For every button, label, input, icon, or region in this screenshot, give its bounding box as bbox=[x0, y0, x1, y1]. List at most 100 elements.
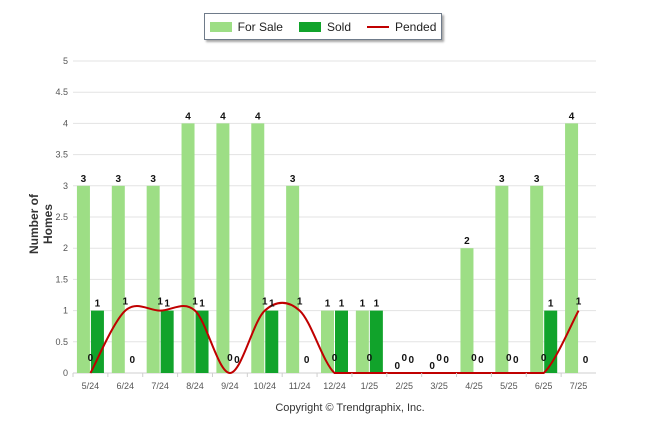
label-pended: 0 bbox=[88, 353, 94, 364]
legend-label-pended: Pended bbox=[395, 19, 437, 34]
bar-for-sale bbox=[146, 185, 160, 373]
y-axis-title: Number of Homes bbox=[27, 194, 55, 254]
label-sold: 0 bbox=[304, 355, 310, 366]
label-pended: 1 bbox=[123, 297, 129, 308]
label-sold: 1 bbox=[269, 299, 275, 310]
label-sold: 0 bbox=[443, 355, 449, 366]
legend-label-sold: Sold bbox=[326, 19, 351, 34]
legend-label-for-sale: For Sale bbox=[237, 19, 283, 34]
label-for-sale: 4 bbox=[569, 111, 575, 122]
bar-for-sale bbox=[76, 185, 90, 373]
label-sold: 1 bbox=[339, 299, 345, 310]
label-for-sale: 3 bbox=[116, 174, 122, 185]
legend: For Sale Sold Pended bbox=[204, 13, 442, 40]
bar-for-sale bbox=[216, 123, 230, 374]
bar-for-sale bbox=[286, 185, 300, 373]
bar-for-sale bbox=[251, 123, 265, 374]
label-for-sale: 1 bbox=[360, 299, 366, 310]
legend-item-pended[interactable]: Pended bbox=[367, 20, 436, 34]
label-pended: 0 bbox=[436, 353, 442, 364]
x-tick-label: 4/25 bbox=[465, 381, 483, 391]
x-tick-label: 7/25 bbox=[570, 381, 588, 391]
legend-item-for-sale[interactable]: For Sale bbox=[209, 19, 283, 34]
label-sold: 0 bbox=[478, 355, 484, 366]
x-tick-label: 2/25 bbox=[395, 381, 413, 391]
label-pended: 1 bbox=[297, 297, 303, 308]
bar-sold bbox=[90, 310, 104, 373]
label-sold: 0 bbox=[583, 355, 589, 366]
x-tick-label: 1/25 bbox=[361, 381, 379, 391]
label-for-sale: 3 bbox=[534, 174, 540, 185]
for-sale-swatch bbox=[209, 21, 232, 32]
y-tick-label: 0.5 bbox=[55, 337, 68, 347]
label-pended: 1 bbox=[576, 297, 582, 308]
x-tick-label: 5/24 bbox=[82, 381, 100, 391]
y-axis-ticks: 0 0.5 1 1.5 2 2.5 3 3.5 4 4.5 5 bbox=[55, 56, 68, 378]
bar-sold bbox=[335, 310, 348, 373]
bar-sold bbox=[369, 310, 383, 373]
label-sold: 1 bbox=[164, 299, 170, 310]
y-tick-label: 3.5 bbox=[55, 150, 68, 160]
label-for-sale: 2 bbox=[464, 236, 470, 247]
x-tick-label: 9/24 bbox=[221, 381, 239, 391]
label-pended: 1 bbox=[192, 297, 198, 308]
label-pended: 1 bbox=[262, 297, 268, 308]
label-pended: 0 bbox=[506, 353, 512, 364]
bar-for-sale bbox=[530, 185, 544, 373]
label-pended: 0 bbox=[332, 353, 338, 364]
y-tick-label: 4.5 bbox=[55, 87, 68, 97]
label-for-sale: 3 bbox=[150, 174, 156, 185]
label-sold: 0 bbox=[130, 355, 136, 366]
label-pended: 0 bbox=[401, 353, 407, 364]
x-tick-label: 6/24 bbox=[117, 381, 135, 391]
label-for-sale: 4 bbox=[255, 111, 261, 122]
bar-for-sale bbox=[111, 185, 125, 373]
label-sold: 1 bbox=[548, 299, 554, 310]
label-for-sale: 1 bbox=[325, 299, 331, 310]
label-sold: 0 bbox=[513, 355, 519, 366]
label-for-sale: 4 bbox=[185, 111, 191, 122]
x-tick-label: 7/24 bbox=[151, 381, 169, 391]
y-tick-label: 2 bbox=[63, 243, 68, 253]
bar-for-sale bbox=[565, 123, 579, 374]
label-for-sale: 3 bbox=[81, 174, 87, 185]
x-tick-label: 5/25 bbox=[500, 381, 518, 391]
x-tick-label: 6/25 bbox=[535, 381, 553, 391]
label-sold: 0 bbox=[234, 355, 240, 366]
label-for-sale: 0 bbox=[429, 361, 435, 372]
x-tick-label: 3/25 bbox=[430, 381, 448, 391]
bar-sold bbox=[265, 310, 279, 373]
copyright: Copyright © Trendgraphix, Inc. bbox=[275, 402, 425, 414]
label-for-sale: 0 bbox=[394, 361, 400, 372]
x-tick-label: 8/24 bbox=[186, 381, 204, 391]
label-for-sale: 4 bbox=[220, 111, 226, 122]
y-tick-label: 1.5 bbox=[55, 274, 68, 284]
bar-for-sale bbox=[460, 248, 474, 373]
legend-item-sold[interactable]: Sold bbox=[298, 19, 351, 34]
sold-swatch bbox=[298, 21, 321, 32]
y-tick-label: 3 bbox=[63, 181, 68, 191]
bar-for-sale bbox=[495, 185, 509, 373]
label-for-sale: 3 bbox=[499, 174, 505, 185]
label-pended: 0 bbox=[367, 353, 373, 364]
pended-line-path bbox=[89, 301, 580, 375]
y-tick-label: 2.5 bbox=[55, 212, 68, 222]
label-sold: 1 bbox=[95, 299, 101, 310]
label-sold: 1 bbox=[374, 299, 380, 310]
pended-swatch bbox=[367, 25, 389, 28]
bar-for-sale bbox=[355, 310, 369, 373]
y-tick-label: 1 bbox=[63, 306, 68, 316]
label-sold: 1 bbox=[199, 299, 205, 310]
bar-for-sale bbox=[181, 123, 195, 374]
label-pended: 0 bbox=[227, 353, 233, 364]
y-tick-label: 0 bbox=[63, 368, 68, 378]
label-for-sale: 3 bbox=[290, 174, 296, 185]
pended-line bbox=[89, 301, 580, 375]
x-tick-label: 12/24 bbox=[323, 381, 346, 391]
bar-sold bbox=[160, 310, 174, 373]
label-pended: 0 bbox=[541, 353, 547, 364]
label-sold: 0 bbox=[408, 355, 414, 366]
label-pended: 1 bbox=[157, 297, 163, 308]
